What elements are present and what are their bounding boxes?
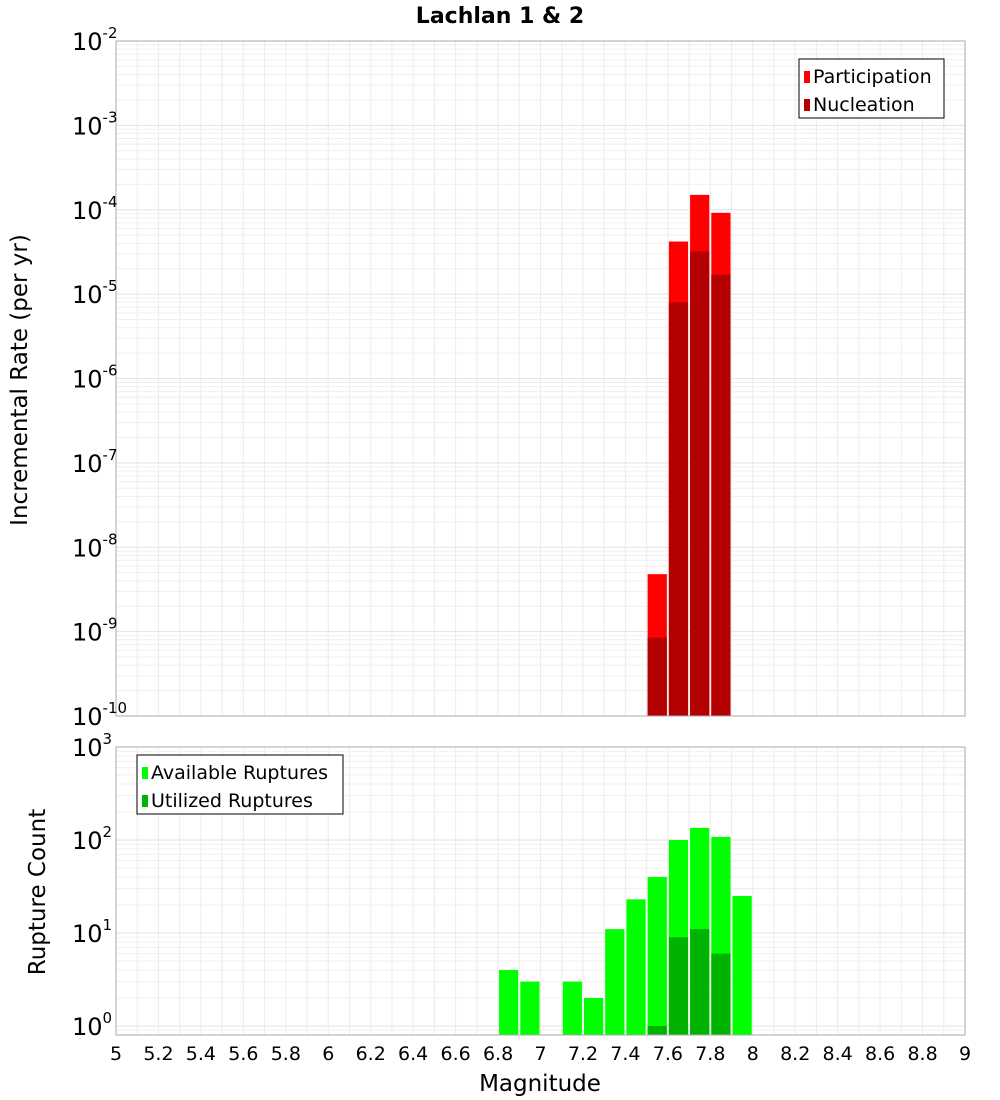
legend-swatch-utilized-ruptures [142,795,148,807]
bar-nucleation [668,302,689,716]
x-tick-label: 8 [747,1043,759,1065]
legend-label: Nucleation [813,94,915,116]
bar-nucleation [647,637,667,716]
rate-panel: 10-10 10-9 10-8 10-7 10-6 10-5 10-4 10-3 10-2 Par… [72,24,966,731]
x-tick-labels: 5 5.2 5.4 5.6 5.8 6 6.2 6.4 6.6 6.8 7 7.2 7.4 7.6 7.8 8… [110,1043,971,1065]
x-tick-label: 8.2 [780,1043,810,1065]
x-tick-label: 7 [534,1043,546,1065]
bars [499,827,752,1035]
chart-title: Lachlan 1 & 2 [416,4,584,29]
legend-label: Available Ruptures [151,762,328,784]
x-axis-label: Magnitude [479,1071,601,1097]
bar-available-ruptures [647,877,667,1035]
x-tick-label: 6.2 [356,1043,386,1065]
y-tick-label: 10-5 [72,277,118,309]
x-tick-label: 5.8 [271,1043,301,1065]
x-tick-label: 5 [110,1043,122,1065]
bar-utilized-ruptures [711,953,731,1035]
x-tick-label: 6.8 [483,1043,513,1065]
y-tick-label: 10-8 [72,530,118,562]
y-tick-labels: 100 101 102 103 [72,730,112,1041]
plot-border [115,746,966,1036]
bar-available-ruptures [626,899,646,1035]
legend-swatch-nucleation [804,99,810,111]
y-tick-label: 101 [72,916,112,948]
y-tick-label: 10-10 [72,699,127,731]
x-tick-label: 5.4 [186,1043,216,1065]
y-tick-label: 10-2 [72,24,118,56]
y-tick-label: 10-3 [72,108,118,140]
x-tick-label: 7.2 [568,1043,598,1065]
x-tick-label: 5.6 [228,1043,258,1065]
x-tick-label: 7.8 [695,1043,725,1065]
bars [647,194,731,717]
legend-swatch-available-ruptures [142,767,148,779]
x-tick-label: 9 [959,1043,971,1065]
bar-utilized-ruptures [647,1025,667,1035]
legend-box [798,58,945,119]
y-tick-label: 102 [72,823,112,855]
x-tick-label: 6 [322,1043,334,1065]
bar-nucleation [690,251,710,716]
legend-label: Utilized Ruptures [151,790,313,812]
bar-available-ruptures [520,981,540,1035]
y-tick-labels: 10-10 10-9 10-8 10-7 10-6 10-5 10-4 10-3 10-2 [72,24,127,731]
bar-available-ruptures [732,895,752,1035]
legend: Available Ruptures Utilized Ruptures [136,754,344,815]
x-tick-label: 5.2 [143,1043,173,1065]
x-tick-label: 6.6 [440,1043,470,1065]
bar-available-ruptures [583,997,604,1035]
bottom-y-axis-label: Rupture Count [25,809,51,975]
x-tick-label: 7.6 [653,1043,683,1065]
y-tick-label: 10-4 [72,193,118,225]
legend-swatch-participation [804,71,810,83]
legend-box [136,754,344,815]
x-tick-label: 8.4 [823,1043,853,1065]
y-tick-label: 103 [72,730,112,762]
bar-available-ruptures [499,969,519,1035]
gridlines [115,747,966,1036]
gridlines [115,40,966,717]
y-tick-label: 10-9 [72,615,118,647]
x-tick-label: 8.6 [865,1043,895,1065]
bar-available-ruptures [562,981,582,1035]
x-tick-label: 6.4 [398,1043,428,1065]
legend: Participation Nucleation [798,58,945,119]
bar-nucleation [711,274,731,716]
y-tick-label: 100 [72,1009,112,1041]
x-tick-label: 8.8 [907,1043,937,1065]
legend-label: Participation [813,66,932,88]
plot-border [115,40,966,717]
top-y-axis-label: Incremental Rate (per yr) [7,234,33,526]
bar-utilized-ruptures [668,937,689,1035]
bar-available-ruptures [605,929,625,1035]
bar-utilized-ruptures [690,929,710,1035]
x-tick-label: 7.4 [610,1043,640,1065]
y-tick-label: 10-7 [72,446,118,478]
y-tick-label: 10-6 [72,362,118,394]
